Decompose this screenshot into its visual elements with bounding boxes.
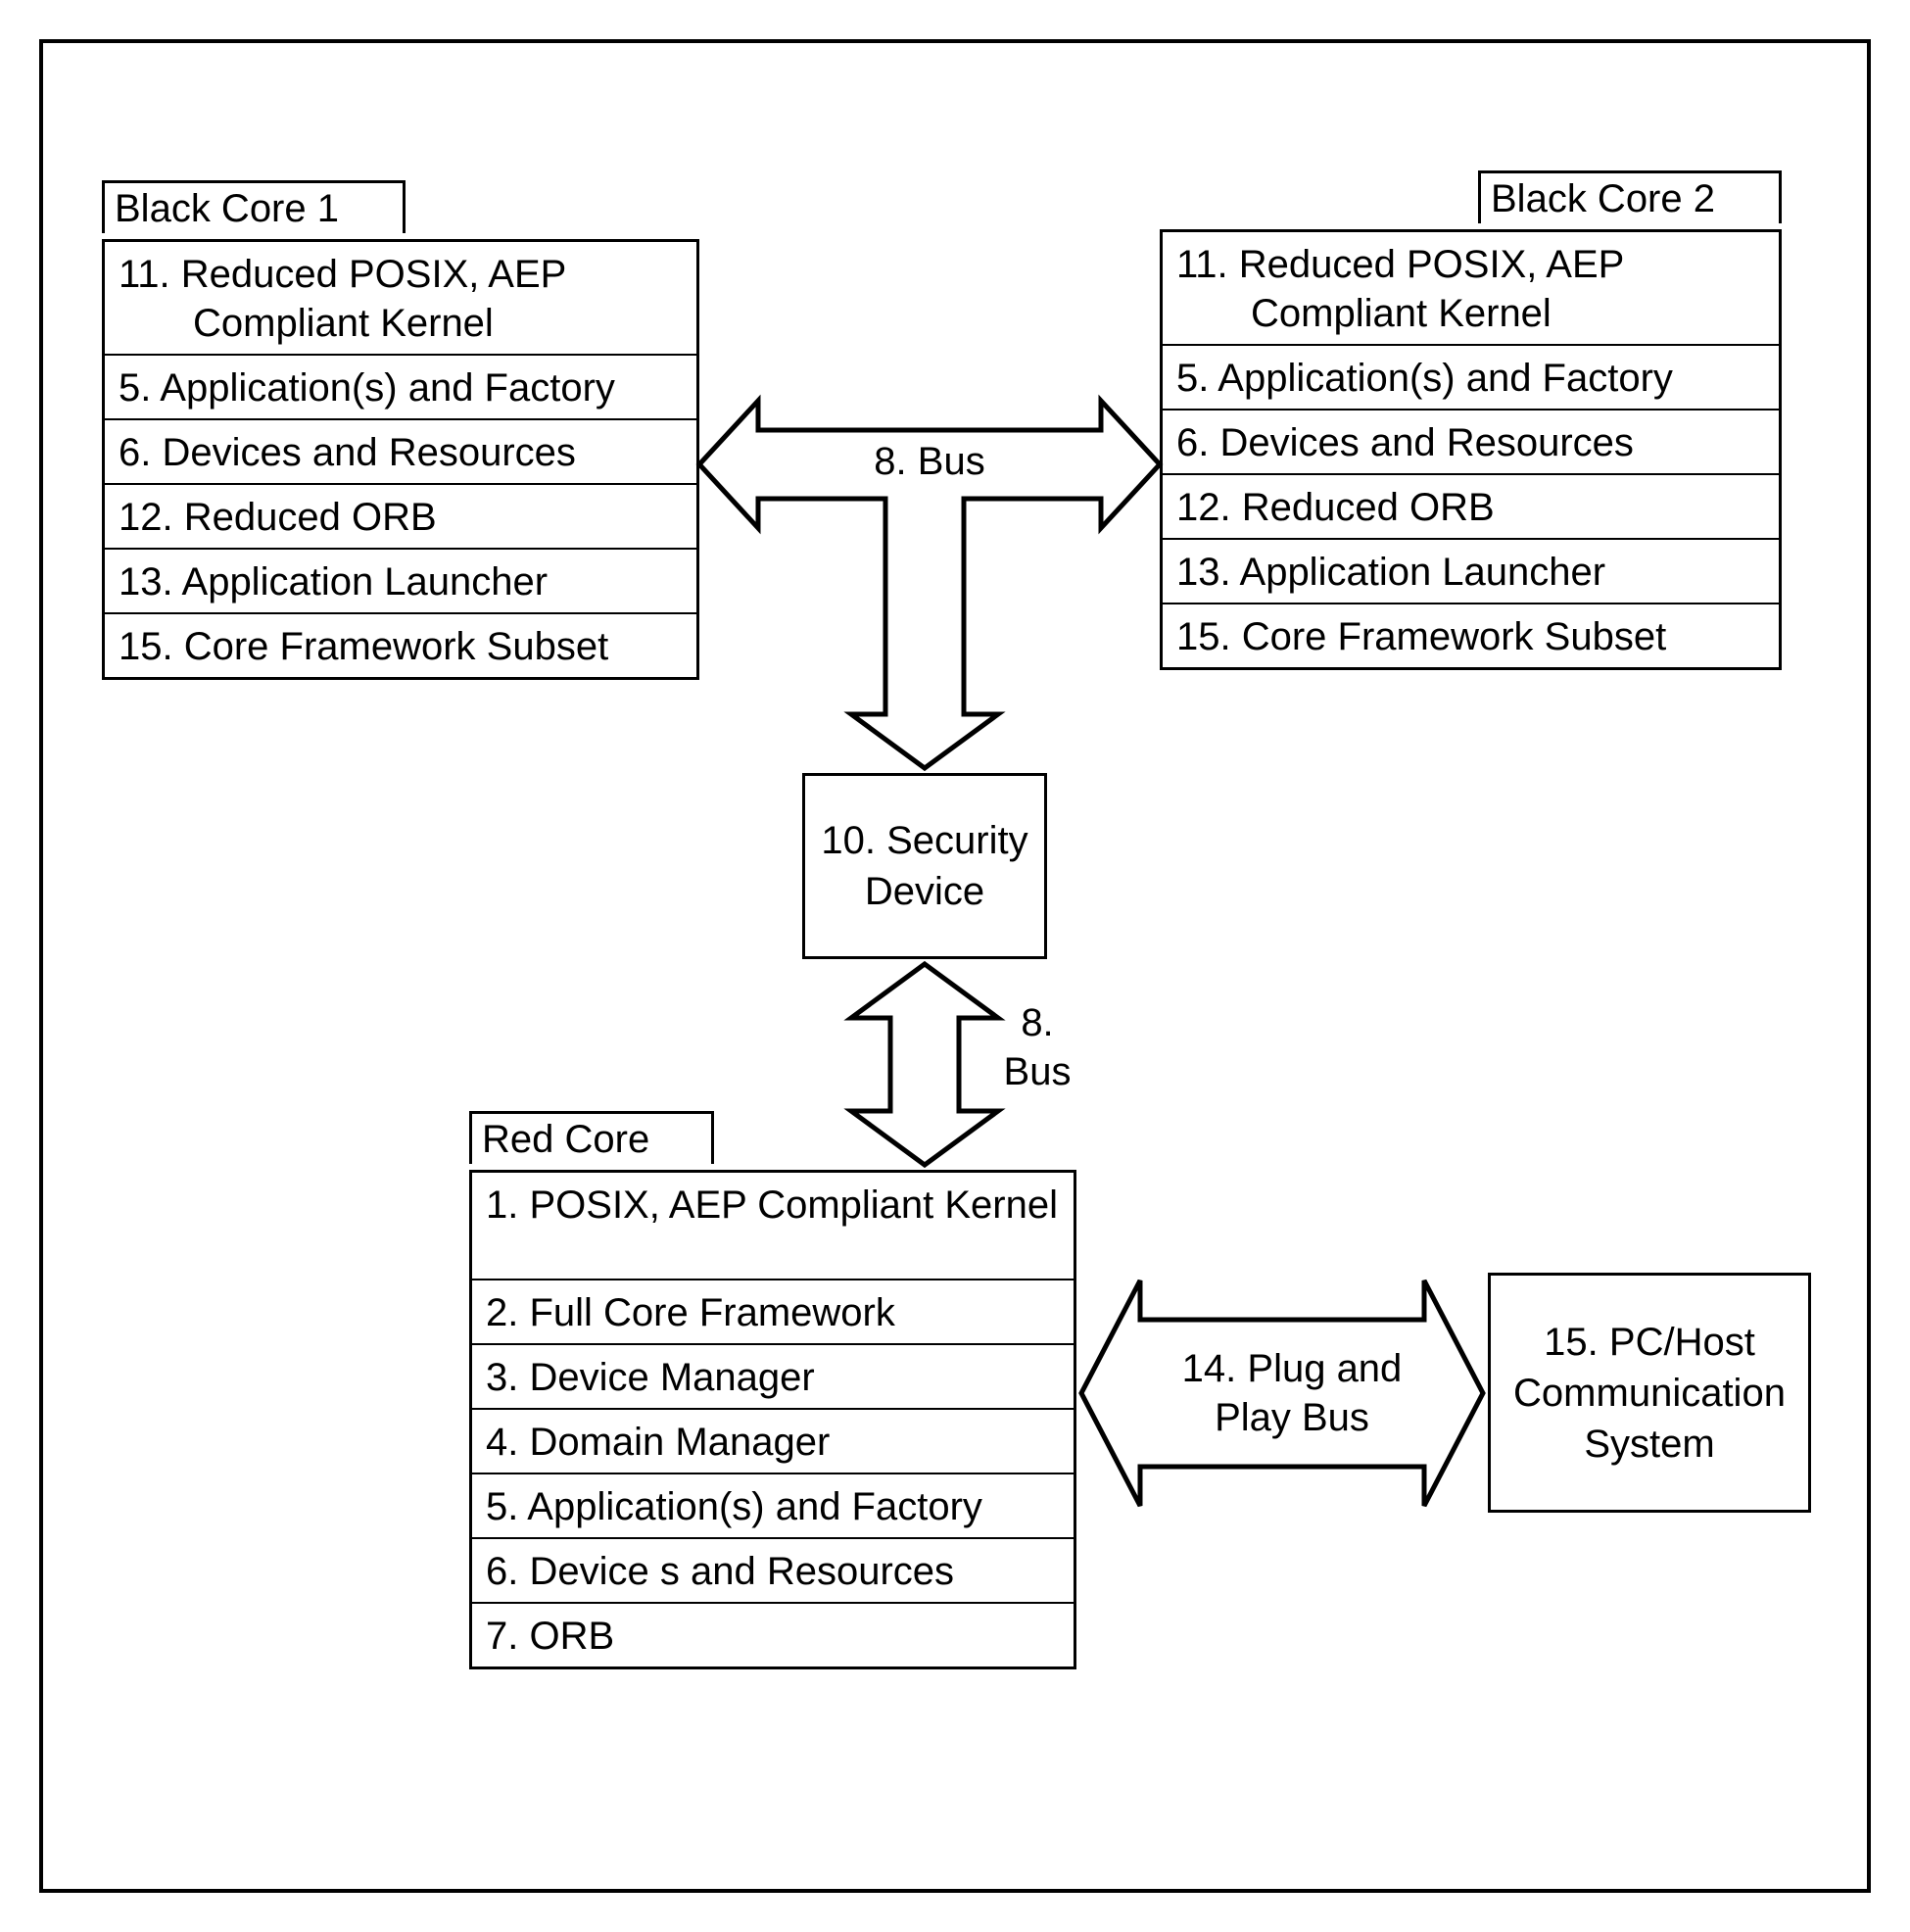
red-list: 1. POSIX, AEP Compliant Kernel2. Full Co… [469,1170,1076,1669]
black2-row: 5. Application(s) and Factory [1163,346,1779,411]
bus-mid-label: 8. Bus [983,998,1091,1096]
red-row: 2. Full Core Framework [472,1280,1074,1345]
black2-row: 12. Reduced ORB [1163,475,1779,540]
black1-title-tab: Black Core 1 [102,180,406,233]
black2-row: 11. Reduced POSIX, AEP Compliant Kernel [1163,232,1779,346]
red-title-tab: Red Core [469,1111,714,1164]
black1-row: 12. Reduced ORB [105,485,696,550]
red-row: 5. Application(s) and Factory [472,1474,1074,1539]
black2-row: 13. Application Launcher [1163,540,1779,604]
diagram-frame: Black Core 1 11. Reduced POSIX, AEP Compl… [39,39,1871,1893]
black1-row: 15. Core Framework Subset [105,614,696,677]
black2-list: 11. Reduced POSIX, AEP Compliant Kernel5… [1160,229,1782,670]
black2-row: 15. Core Framework Subset [1163,604,1779,667]
black1-list: 11. Reduced POSIX, AEP Compliant Kernel5… [102,239,699,680]
black1-row: 13. Application Launcher [105,550,696,614]
red-row: 6. Device s and Resources [472,1539,1074,1604]
red-row: 4. Domain Manager [472,1410,1074,1474]
black1-row: 6. Devices and Resources [105,420,696,485]
black1-row: 5. Application(s) and Factory [105,356,696,420]
red-row: 7. ORB [472,1604,1074,1666]
red-row: 3. Device Manager [472,1345,1074,1410]
plug-bus-label: 14. Plug and Play Bus [1150,1344,1434,1442]
black1-row: 11. Reduced POSIX, AEP Compliant Kernel [105,242,696,356]
black2-row: 6. Devices and Resources [1163,411,1779,475]
bus-top-label: 8. Bus [817,437,1042,486]
pchost-box: 15. PC/Host Communication System [1488,1273,1811,1513]
red-row: 1. POSIX, AEP Compliant Kernel [472,1173,1074,1280]
security-box: 10. Security Device [802,773,1047,959]
black2-title-tab: Black Core 2 [1478,170,1782,223]
